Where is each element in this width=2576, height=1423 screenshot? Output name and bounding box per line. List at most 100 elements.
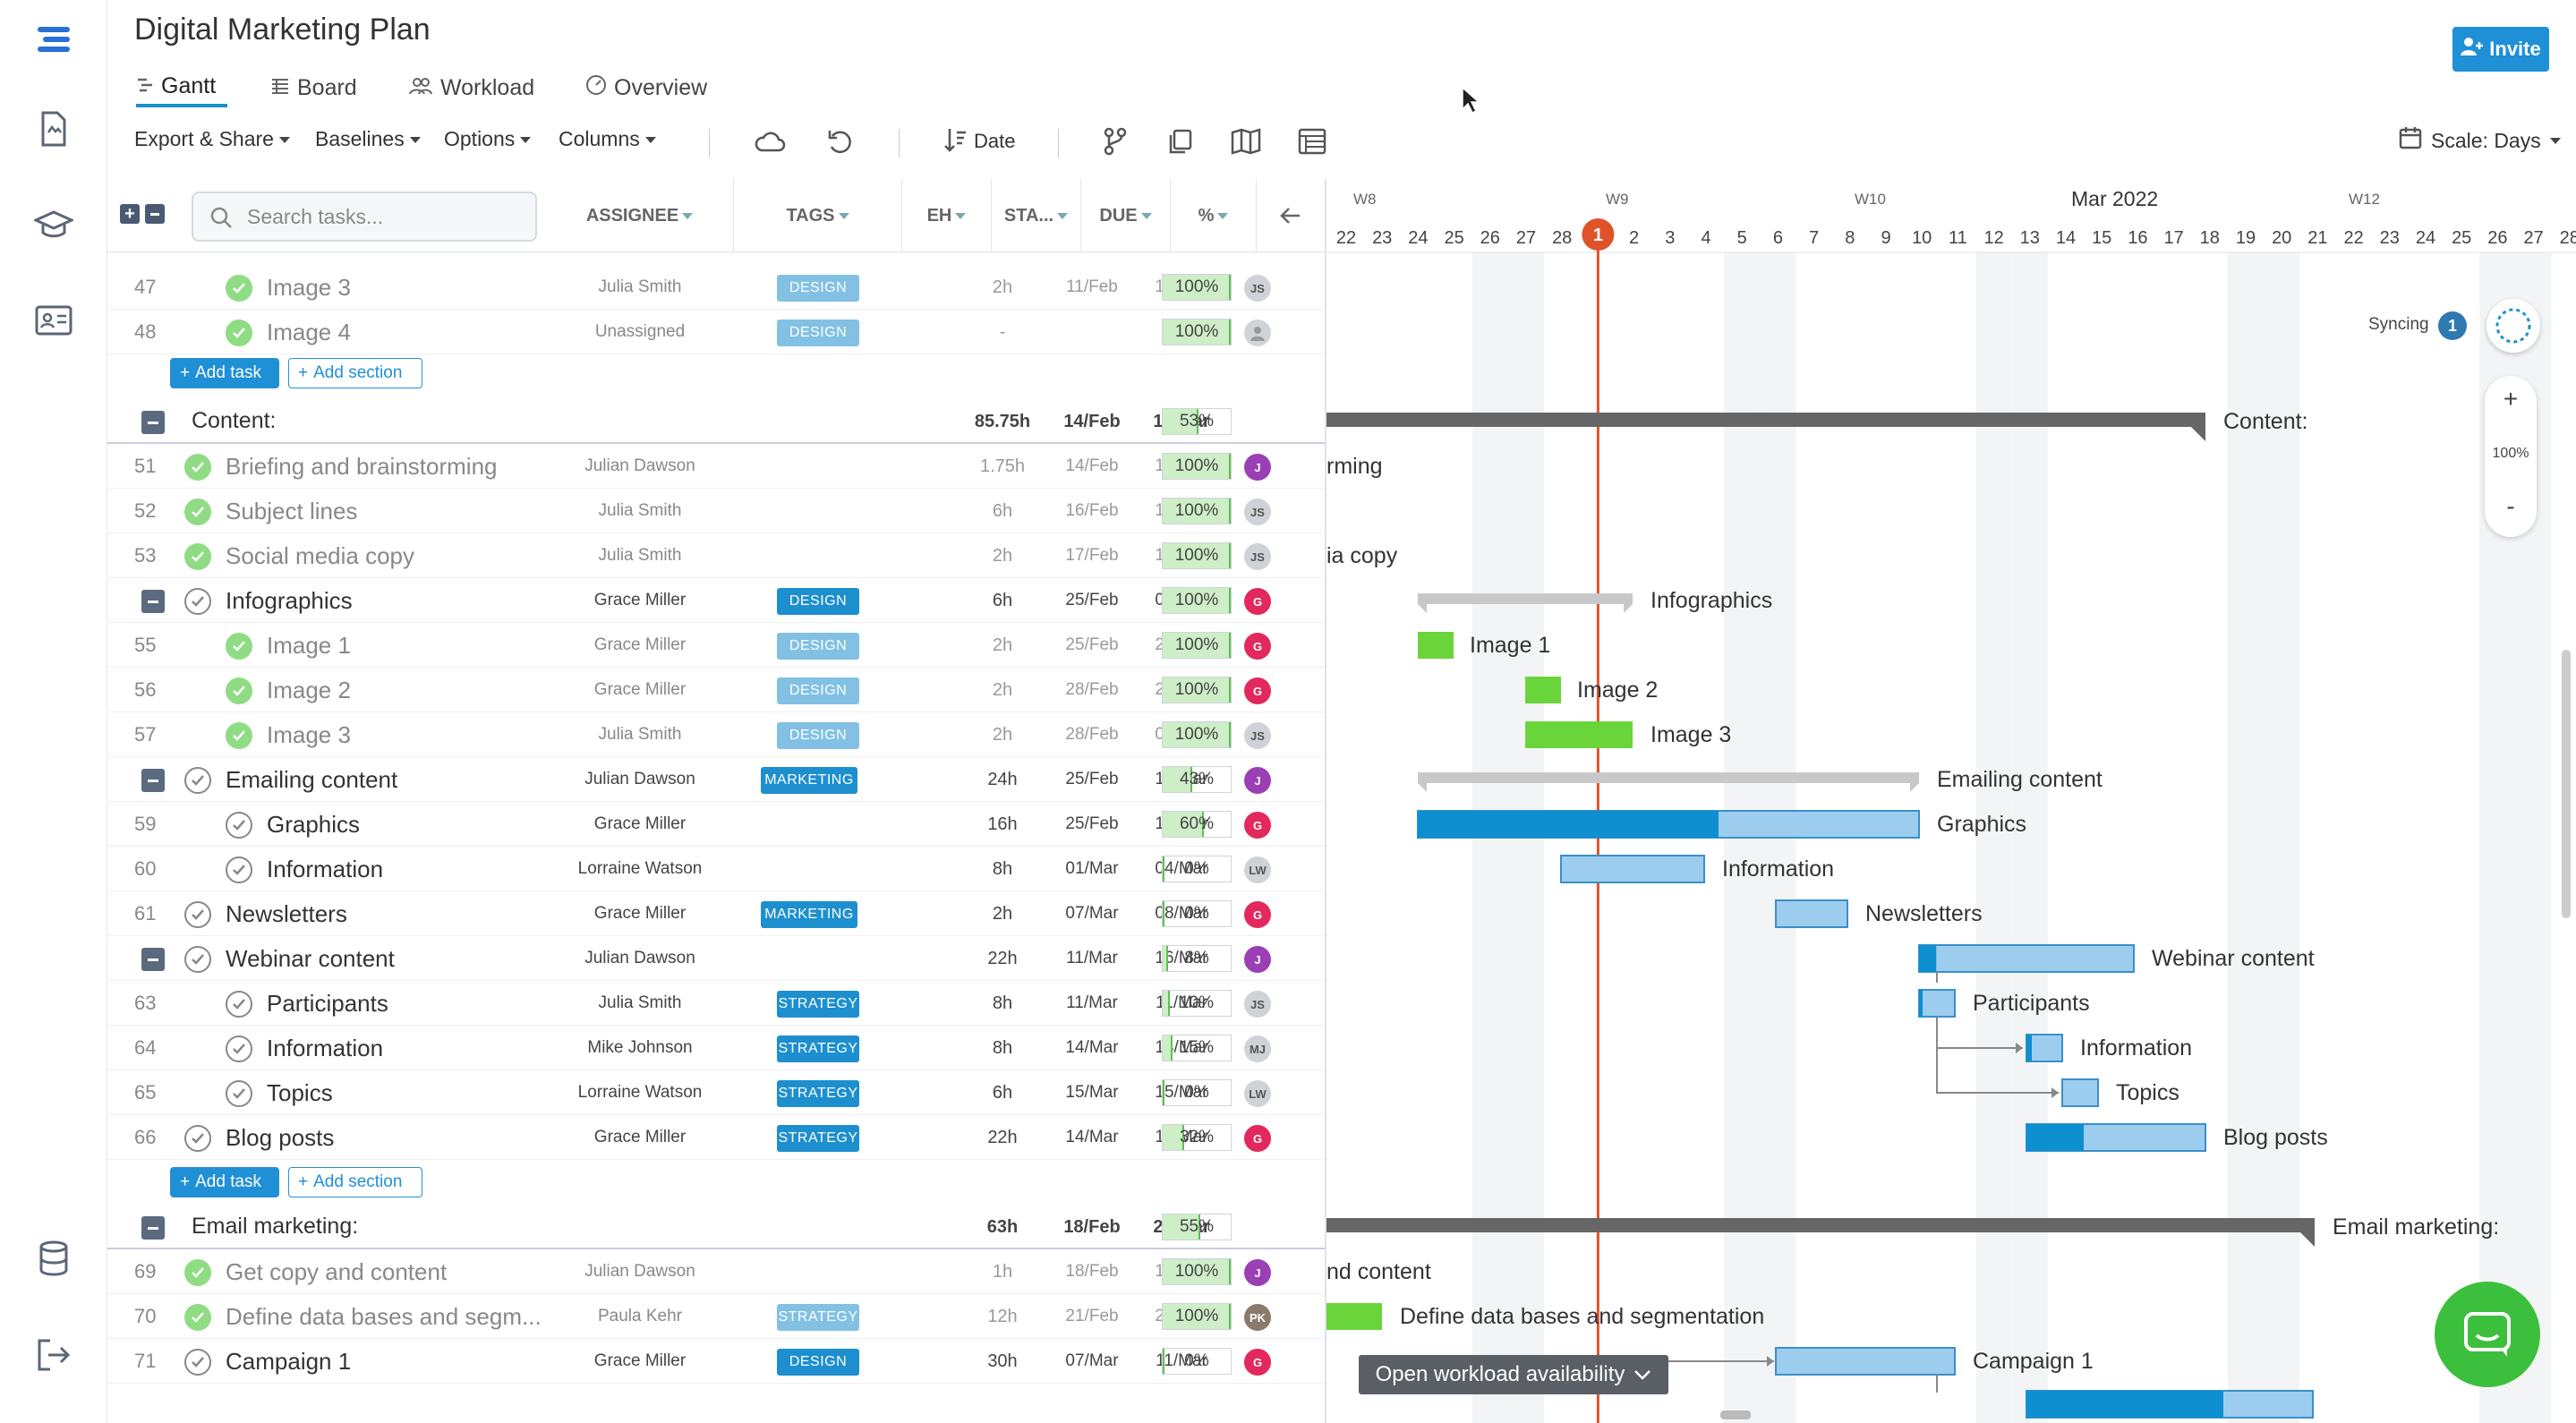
task-start[interactable]: 11/Mar <box>1066 993 1118 1012</box>
section-name[interactable]: Content: <box>192 408 277 433</box>
task-progress[interactable]: 100% <box>1162 632 1232 659</box>
user-avatar[interactable]: J <box>1244 1259 1271 1286</box>
table-row[interactable]: Webinar content Julian Dawson 22h 11/Mar 16/… <box>107 936 1326 981</box>
task-progress[interactable]: 100% <box>1162 677 1232 703</box>
collapse-section-icon[interactable] <box>141 1216 165 1240</box>
status-check-icon[interactable] <box>226 1035 252 1062</box>
task-tag[interactable]: MARKETING <box>761 767 857 794</box>
task-bar[interactable] <box>1418 632 1454 659</box>
status-check-icon[interactable] <box>184 588 211 615</box>
task-eh[interactable]: 2h <box>992 277 1013 297</box>
task-name[interactable]: Briefing and brainstorming <box>226 453 498 480</box>
task-name[interactable]: Get copy and content <box>226 1258 448 1285</box>
open-workload-button[interactable]: Open workload availability <box>1359 1355 1668 1394</box>
completed-check-icon[interactable] <box>184 1259 211 1286</box>
user-avatar[interactable]: G <box>1244 1349 1271 1376</box>
database-icon[interactable] <box>30 1235 77 1282</box>
user-avatar[interactable]: LW <box>1244 856 1271 883</box>
user-avatar[interactable]: J <box>1244 454 1271 481</box>
task-assignee[interactable]: Unassigned <box>594 322 686 341</box>
task-name[interactable]: Define data bases and segm... <box>226 1303 542 1330</box>
task-bar[interactable] <box>1326 1303 1382 1330</box>
collapse-group-icon[interactable] <box>141 769 165 792</box>
task-assignee[interactable]: Mike Johnson <box>587 1038 693 1057</box>
task-assignee[interactable]: Grace Miller <box>593 680 687 699</box>
task-eh[interactable]: 8h <box>992 993 1013 1013</box>
status-check-icon[interactable] <box>226 991 252 1018</box>
collapse-group-icon[interactable] <box>141 590 165 613</box>
completed-check-icon[interactable] <box>226 722 252 749</box>
user-avatar[interactable]: PK <box>1244 1304 1271 1331</box>
undo-icon[interactable] <box>823 125 856 158</box>
task-tag[interactable]: DESIGN <box>777 633 859 660</box>
task-assignee[interactable]: Julia Smith <box>598 501 682 520</box>
task-bar[interactable] <box>1775 899 1848 928</box>
task-due[interactable]: 08/Mar <box>1155 904 1208 923</box>
branch-icon[interactable] <box>1099 125 1131 158</box>
task-name[interactable]: Image 3 <box>267 721 351 748</box>
copy-icon[interactable] <box>1164 125 1196 158</box>
task-bar[interactable] <box>2026 1034 2063 1062</box>
zoom-out-button[interactable]: - <box>2506 492 2515 520</box>
sync-spinner-icon[interactable] <box>2486 299 2540 353</box>
task-progress[interactable]: 100% <box>1162 274 1232 301</box>
user-avatar[interactable]: JS <box>1244 543 1271 570</box>
task-start[interactable]: 01/Mar <box>1065 859 1119 878</box>
academy-cap-icon[interactable] <box>30 202 77 249</box>
task-start[interactable]: 18/Feb <box>1065 1262 1119 1281</box>
task-start[interactable]: 28/Feb <box>1065 725 1119 744</box>
task-eh[interactable]: 2h <box>992 904 1013 924</box>
task-bar[interactable] <box>1525 677 1561 703</box>
completed-check-icon[interactable] <box>226 275 252 302</box>
user-avatar[interactable]: G <box>1244 812 1271 839</box>
task-assignee[interactable]: Julia Smith <box>598 725 682 744</box>
search-input[interactable]: Search tasks... <box>192 192 537 242</box>
unassigned-avatar-icon[interactable] <box>1244 320 1271 346</box>
task-name[interactable]: Topics <box>267 1079 333 1106</box>
task-tag[interactable]: STRATEGY <box>777 1125 859 1152</box>
task-tag[interactable]: MARKETING <box>761 901 857 928</box>
table-row[interactable]: 51 Briefing and brainstorming Julian Dawso… <box>107 444 1326 489</box>
task-progress[interactable]: 32% <box>1162 1124 1232 1151</box>
task-start[interactable]: 14/Mar <box>1065 1038 1119 1057</box>
status-check-icon[interactable] <box>184 767 211 794</box>
task-progress[interactable]: 100% <box>1162 498 1232 524</box>
user-avatar[interactable]: JS <box>1244 275 1271 302</box>
task-name[interactable]: Campaign 1 <box>226 1348 352 1375</box>
table-row[interactable]: 66 Blog posts Grace Miller STRATEGY 22h 14/Ma… <box>107 1115 1326 1160</box>
table-row[interactable]: 70 Define data bases and segm... Paula Keh… <box>107 1294 1326 1339</box>
user-avatar[interactable]: G <box>1244 588 1271 615</box>
completed-check-icon[interactable] <box>184 1304 211 1331</box>
task-assignee[interactable]: Lorraine Watson <box>577 1083 703 1102</box>
task-name[interactable]: Image 3 <box>267 274 351 301</box>
task-progress[interactable]: 0% <box>1162 900 1232 927</box>
user-avatar[interactable]: G <box>1244 901 1271 928</box>
task-eh[interactable]: 8h <box>992 1038 1013 1058</box>
task-progress[interactable]: 100% <box>1162 319 1232 345</box>
task-name[interactable]: Graphics <box>267 811 361 838</box>
task-assignee[interactable]: Paula Kehr <box>597 1307 682 1325</box>
task-tag[interactable]: DESIGN <box>777 722 859 749</box>
task-name[interactable]: Infographics <box>226 587 353 614</box>
task-due[interactable]: 16/Mar <box>1155 949 1208 967</box>
task-assignee[interactable]: Grace Miller <box>593 1128 687 1146</box>
task-start[interactable]: 25/Feb <box>1065 770 1119 788</box>
task-start[interactable]: 25/Feb <box>1065 635 1119 654</box>
status-check-icon[interactable] <box>226 812 252 839</box>
task-eh[interactable]: 6h <box>992 1083 1013 1103</box>
tab-overview[interactable]: Overview <box>585 68 707 107</box>
user-avatar[interactable]: J <box>1244 767 1271 794</box>
zoom-in-button[interactable]: + <box>2503 385 2519 413</box>
collapse-group-icon[interactable] <box>141 948 165 971</box>
table-row[interactable]: Emailing content Julian Dawson MARKETING 24… <box>107 757 1326 802</box>
add-section-button[interactable]: + Add section <box>288 358 422 388</box>
task-start[interactable]: 11/Feb <box>1066 277 1118 296</box>
user-avatar[interactable]: JS <box>1244 722 1271 749</box>
task-start[interactable]: 15/Mar <box>1065 1083 1119 1102</box>
expand-all-icon[interactable]: + <box>120 204 140 224</box>
task-assignee[interactable]: Julia Smith <box>598 277 682 296</box>
task-tag[interactable]: DESIGN <box>777 275 859 302</box>
add-task-button[interactable]: + Add task <box>170 1167 279 1197</box>
